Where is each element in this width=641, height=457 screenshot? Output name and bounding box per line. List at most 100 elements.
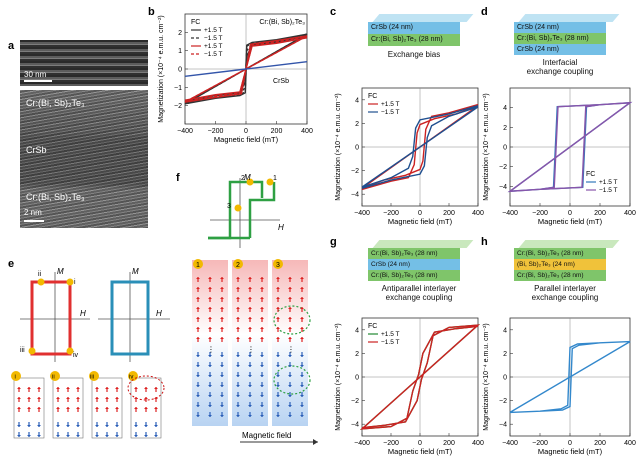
chart-c-series-0	[361, 103, 479, 191]
f-highlight-lower	[273, 365, 311, 395]
stack-g-caption-2: exchange coupling	[385, 293, 453, 302]
f-arrows-arrow-head	[236, 307, 240, 309]
f-arrows-arrow-head	[220, 287, 224, 289]
f-col-badge-3	[273, 259, 283, 269]
e-arrows-arrow-head	[27, 435, 31, 437]
f-arrows-arrow-head	[220, 277, 224, 279]
f-arrows-arrow-head	[236, 395, 240, 397]
chart-d-ylabel: Magnetization (×10⁻⁴ e.m.u. cm⁻²)	[483, 93, 490, 200]
chart-c-ytick-label: 0	[355, 145, 359, 152]
f-column-3	[272, 260, 308, 426]
f-arrows-arrow-head	[236, 365, 240, 367]
chart-d-legend-label-0: +1.5 T	[599, 179, 618, 186]
f-arrows-arrow-head	[260, 405, 264, 407]
f-highlight-upper	[273, 305, 311, 335]
f-arrows-arrow-head	[276, 395, 280, 397]
f-arrows-arrow-head	[248, 385, 252, 387]
chart-h-ytick-label: 2	[503, 351, 507, 358]
f-point-2	[246, 178, 254, 186]
stack-c: CrSb (24 nm) Cr:(Bi, Sb)₂Te₃ (28 nm) Exc…	[364, 10, 476, 78]
f-arrows-arrow-head	[248, 297, 252, 299]
f-arrows-arrow-head	[276, 405, 280, 407]
f-arrows-arrow-head	[288, 415, 292, 417]
f-arrows-arrow-head	[220, 297, 224, 299]
chart-d-ytick-label: −4	[499, 184, 507, 191]
f-arrows-arrow-head	[208, 385, 212, 387]
e-arrows-arrow-head	[115, 425, 119, 427]
f-arrows-arrow-head	[300, 277, 304, 279]
f-arrows-arrow-head	[260, 385, 264, 387]
schematic-f: M H 1 2 3 1 2 3 ⋮ ⋮ ⋮ Magnetic field	[180, 172, 330, 452]
chart-h-group: −400 −200 0 200 400 −4 −2 0 2 4 Magnetic field (mT…	[483, 317, 636, 456]
f-arrows-arrow-head	[288, 355, 292, 357]
f-arrows-arrow-head	[208, 297, 212, 299]
chart-d-series-0	[507, 101, 633, 193]
f-arrows-arrow-head	[260, 287, 264, 289]
chart-b-xtick-label: 0	[244, 128, 248, 135]
f-arrows-arrow-head	[236, 327, 240, 329]
chart-h-frame	[509, 317, 631, 437]
e-arrows-arrow-head	[95, 407, 99, 409]
chart-b-xtick-label: 400	[301, 128, 313, 135]
f-arrows-arrow-head	[236, 355, 240, 357]
f-arrows-arrow-head	[236, 317, 240, 319]
e-arrows-arrow-head	[154, 407, 158, 409]
e-arrows-arrow-head	[105, 425, 109, 427]
tem-image-top	[20, 40, 148, 86]
e-arrows-arrow-head	[17, 397, 21, 399]
e-arrows-arrow-head	[66, 397, 70, 399]
e-arrows-arrow-head	[27, 407, 31, 409]
f-arrows-arrow-head	[208, 395, 212, 397]
e-arrows-arrow-head	[76, 387, 80, 389]
e-arrows-arrow-head	[76, 407, 80, 409]
f-arrows-arrow-head	[260, 277, 264, 279]
chart-g-legend-label-0: +1.5 T	[381, 331, 400, 338]
f-arrows-arrow-head	[276, 297, 280, 299]
f-arrows-arrow-head	[300, 287, 304, 289]
chart-b-annotation-0: Cr:(Bi, Sb)₂Te₃	[259, 19, 305, 26]
e-arrows-arrow-head	[105, 387, 109, 389]
f-field-label: Magnetic field	[242, 431, 291, 440]
f-h-label: H	[278, 223, 284, 232]
f-arrows-arrow-head	[248, 375, 252, 377]
f-arrows-arrow-head	[208, 287, 212, 289]
f-arrows-arrow-head	[236, 287, 240, 289]
panel-label-c: c	[330, 6, 337, 18]
e-arrows-arrow-head	[17, 425, 21, 427]
e-label-iii: iii	[20, 347, 25, 354]
scale-label-bottom: 2 nm	[24, 208, 42, 217]
chart-b-legend-label-1: −1.5 T	[204, 35, 223, 42]
e-arrows-arrow-head	[154, 435, 158, 437]
f-arrows-arrow-head	[236, 405, 240, 407]
e-loop-red	[30, 280, 72, 356]
chart-c-frame	[361, 87, 479, 207]
f-arrows-arrow-head	[248, 307, 252, 309]
e-point-i	[66, 278, 74, 286]
panel-label-a: a	[8, 40, 15, 52]
f-arrows-arrow-head	[220, 317, 224, 319]
f-arrows-arrow-head	[260, 395, 264, 397]
stack-h-caption-2: exchange coupling	[531, 293, 599, 302]
f-arrows-arrow-head	[208, 317, 212, 319]
e-m-label-2: M	[132, 267, 139, 276]
chart-c-xlabel: Magnetic field (mT)	[388, 217, 453, 226]
chart-g-group: −400 −200 0 200 400 −4 −2 0 2 4 Magnetic field (mT…	[335, 317, 484, 456]
f-col-label-2: 2	[236, 262, 240, 269]
e-arrows-arrow-head	[115, 387, 119, 389]
chart-g-xtick-label: −200	[383, 440, 399, 447]
f-arrows-arrow-head	[248, 337, 252, 339]
chart-d-legend-title: FC	[586, 171, 595, 178]
e-arrows-arrow-head	[95, 435, 99, 437]
chart-h-xtick-label: 0	[568, 440, 572, 447]
e-arrows-arrow-head	[37, 435, 41, 437]
e-m-label-1: M	[57, 267, 64, 276]
f-col-label-3: 3	[276, 262, 280, 269]
f-arrows-arrow-head	[236, 337, 240, 339]
chart-c-ytick-label: 2	[355, 121, 359, 128]
chart-g-ytick-label: −2	[351, 398, 359, 405]
f-dots-2: ⋮	[247, 345, 255, 354]
stack-h: Cr:(Bi, Sb)₂Te₃ (28 nm) (Bi, Sb)₂Te₃ (24…	[510, 236, 630, 316]
f-arrows-arrow-head	[248, 317, 252, 319]
e-box-iv-highlight	[127, 375, 165, 401]
f-arrows-arrow-head	[196, 395, 200, 397]
